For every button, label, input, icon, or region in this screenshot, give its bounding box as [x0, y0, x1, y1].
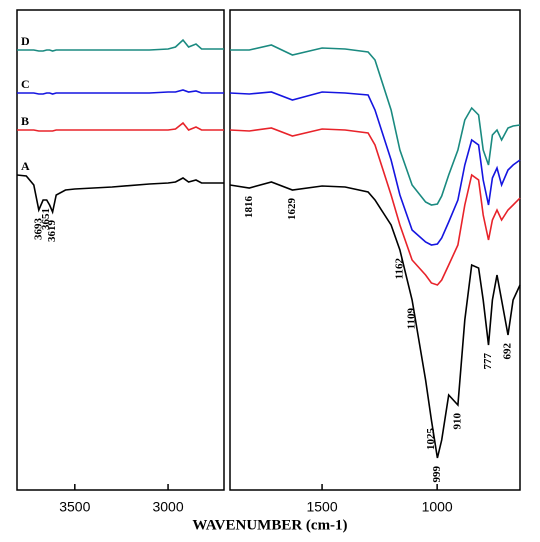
series-label: A	[21, 159, 30, 173]
spectrum-line	[229, 127, 521, 286]
right-panel	[229, 9, 521, 491]
peak-label: 3619	[46, 220, 58, 243]
x-tick-label: 1500	[306, 499, 337, 515]
x-tick-label: 1000	[422, 499, 453, 515]
spectrum-line	[17, 38, 224, 52]
peak-label: 3693	[32, 218, 44, 241]
peak-label: 3651	[40, 208, 52, 230]
peak-label: 692	[502, 343, 514, 360]
peak-label: 1109	[406, 308, 418, 330]
x-tick-label: 3500	[59, 499, 90, 515]
peak-label: 1162	[393, 258, 405, 280]
series-label: B	[21, 114, 29, 128]
spectrum-line	[229, 181, 521, 459]
peak-label: 910	[451, 413, 463, 430]
spectrum-line	[16, 174, 224, 215]
spectrum-line	[229, 91, 521, 246]
peak-label: 1629	[286, 198, 298, 221]
spectrum-line	[230, 44, 521, 206]
spectrum-line	[17, 121, 224, 132]
series-label: D	[21, 34, 30, 48]
peak-label: 1025	[425, 428, 437, 451]
spectrum-line	[17, 89, 224, 95]
peak-label: 777	[482, 353, 494, 370]
x-axis-label: WAVENUMBER (cm-1)	[192, 517, 347, 533]
series-label: C	[21, 77, 30, 91]
peak-label: 999	[431, 466, 443, 483]
left-panel	[16, 9, 225, 491]
peak-label: 1816	[243, 195, 255, 218]
x-tick-label: 3000	[152, 499, 183, 515]
